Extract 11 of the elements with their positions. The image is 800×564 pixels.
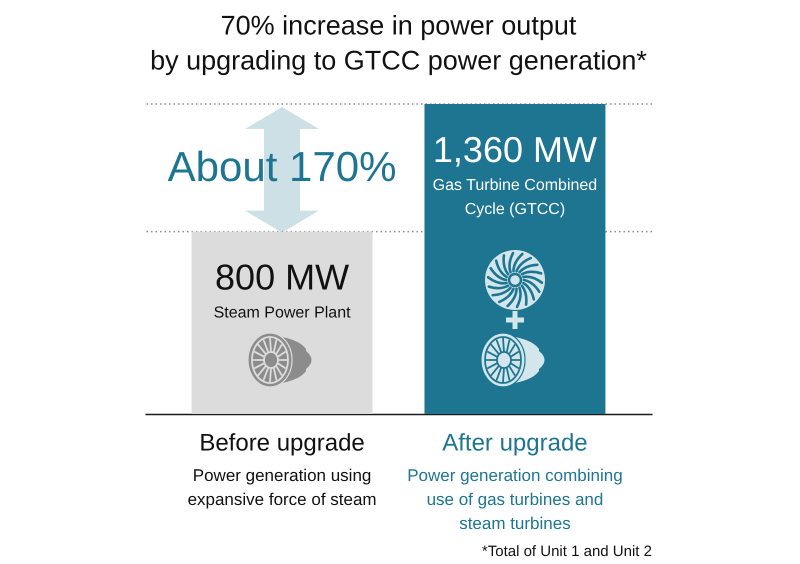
x-tick-label: After upgrade	[442, 430, 588, 456]
text: Power generation combining use of gas turbines and steam turbines	[407, 466, 623, 533]
annotation: About 170%	[168, 142, 396, 190]
data-label: 1,360 MW	[432, 129, 597, 170]
text: Power generation using expansive force of steam	[188, 466, 377, 509]
data-label: 800 MW	[215, 256, 350, 298]
text: *Total of Unit 1 and Unit 2	[482, 543, 652, 560]
x-tick-label: Before upgrade	[199, 430, 365, 456]
series-label: Gas Turbine Combined Cycle (GTCC)	[432, 177, 598, 218]
chart-title: 70% increase in power output by upgrading to GTCC power generation*	[150, 10, 648, 76]
series-label: Steam Power Plant	[214, 304, 352, 322]
